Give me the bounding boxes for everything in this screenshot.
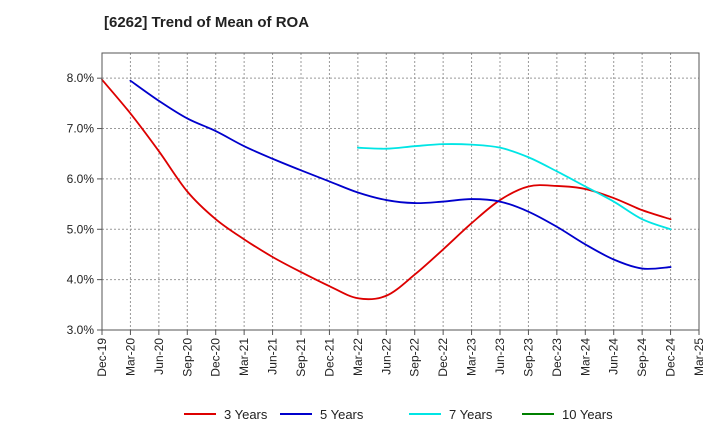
x-tick-label: Jun-21 <box>266 338 280 375</box>
x-tick-label: Mar-21 <box>237 338 251 376</box>
legend-label-3-years: 3 Years <box>224 407 268 422</box>
series-line-7-years <box>356 143 672 231</box>
x-tick-label: Dec-20 <box>209 338 223 377</box>
y-tick-label: 6.0% <box>67 172 95 186</box>
x-tick-label: Jun-23 <box>493 338 507 375</box>
x-tick-label: Dec-19 <box>95 338 109 377</box>
y-tick-label: 3.0% <box>67 323 95 337</box>
legend-label-7-years: 7 Years <box>449 407 493 422</box>
legend-label-5-years: 5 Years <box>320 407 364 422</box>
series-line-3-years <box>101 78 672 301</box>
x-tick-label: Dec-23 <box>550 338 564 377</box>
x-tick-label: Jun-24 <box>607 338 621 375</box>
x-tick-label: Mar-24 <box>578 338 592 376</box>
x-tick-label: Dec-22 <box>436 338 450 377</box>
legend: 3 Years 5 Years 7 Years 10 Years <box>184 407 613 422</box>
x-tick-label: Sep-21 <box>294 338 308 377</box>
y-axis: 3.0% 4.0% 5.0% 6.0% 7.0% 8.0% <box>67 71 102 337</box>
x-tick-label: Mar-25 <box>692 338 706 376</box>
legend-label-10-years: 10 Years <box>562 407 613 422</box>
x-axis: Dec-19 Mar-20 Jun-20 Sep-20 Dec-20 Mar-21 Jun-… <box>95 330 706 377</box>
x-tick-label: Dec-21 <box>322 338 336 377</box>
grid <box>102 53 699 330</box>
x-tick-label: Mar-22 <box>351 338 365 376</box>
y-tick-label: 4.0% <box>67 273 95 287</box>
series-lines <box>101 78 672 301</box>
x-tick-label: Sep-22 <box>408 338 422 377</box>
x-tick-label: Mar-20 <box>123 338 137 376</box>
x-tick-label: Dec-24 <box>664 338 678 377</box>
plot-frame <box>101 52 700 331</box>
y-tick-label: 5.0% <box>67 222 95 236</box>
y-tick-label: 8.0% <box>67 71 95 85</box>
y-tick-label: 7.0% <box>67 122 95 136</box>
x-tick-label: Sep-20 <box>180 338 194 377</box>
series-line-5-years <box>129 79 672 270</box>
x-tick-label: Jun-20 <box>152 338 166 375</box>
x-tick-label: Sep-23 <box>521 338 535 377</box>
chart-title: [6262] Trend of Mean of ROA <box>104 14 310 31</box>
x-tick-label: Mar-23 <box>465 338 479 376</box>
x-tick-label: Sep-24 <box>635 338 649 377</box>
x-tick-label: Jun-22 <box>379 338 393 375</box>
